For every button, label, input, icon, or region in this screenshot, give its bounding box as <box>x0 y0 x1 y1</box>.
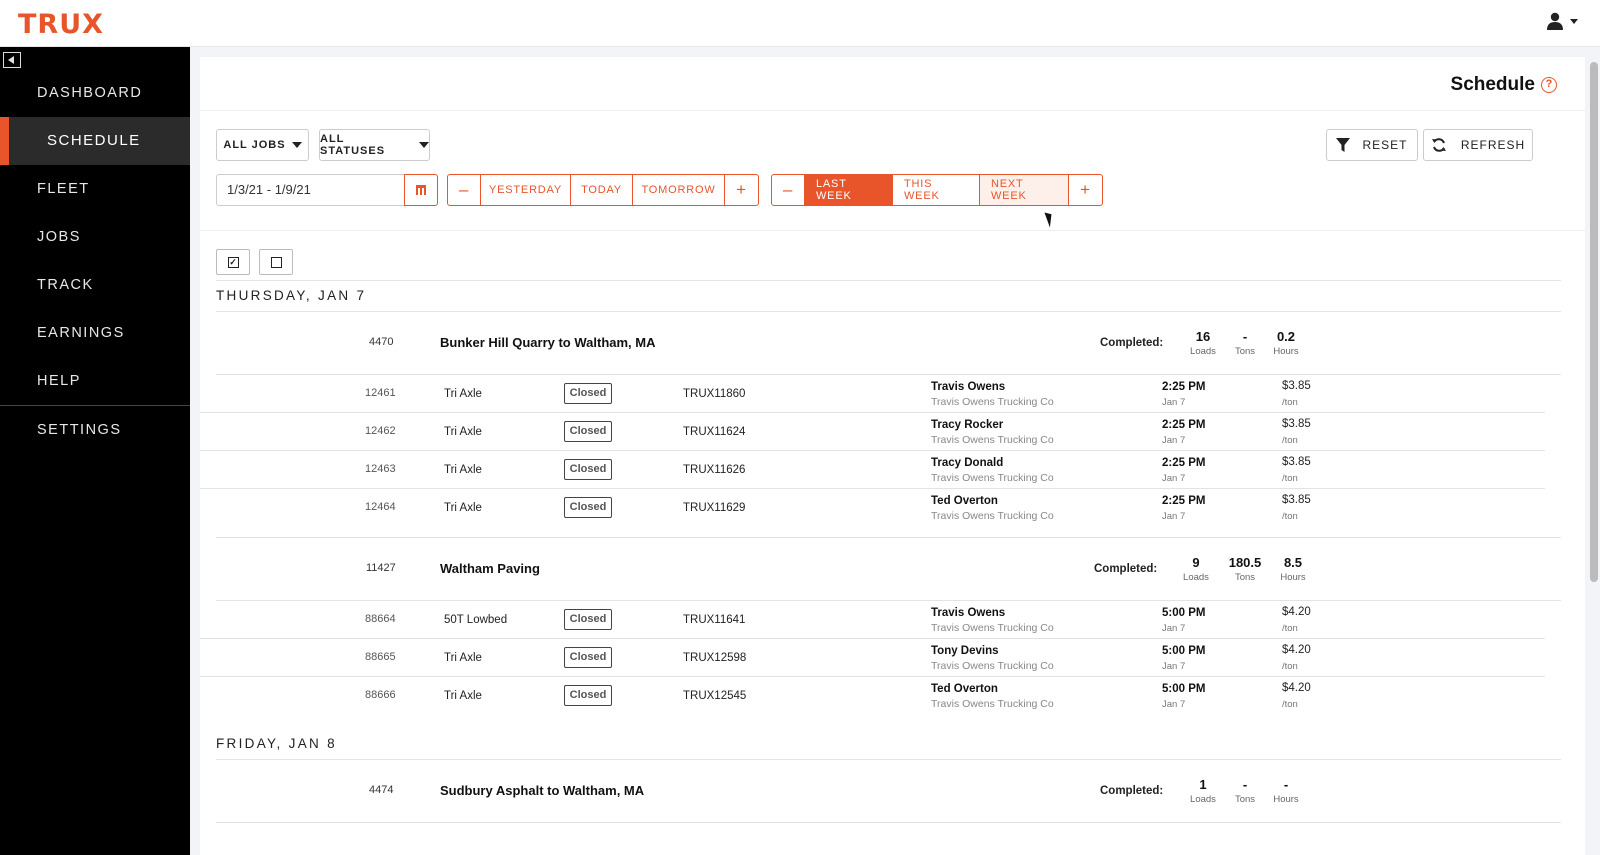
all-statuses-label: ALL STATUSES <box>320 133 386 157</box>
checked-box-icon: ✓ <box>227 256 239 268</box>
next-week-plus-button[interactable]: + <box>1080 180 1091 199</box>
sidebar-item-earnings[interactable]: EARNINGS <box>37 325 125 341</box>
page-title-text: Schedule <box>1450 74 1535 95</box>
calendar-icon <box>416 185 426 195</box>
user-icon <box>1547 12 1563 30</box>
top-bar: TRUX <box>0 0 1600 47</box>
scrollbar-thumb[interactable] <box>1590 62 1598 582</box>
trux-logo[interactable]: TRUX <box>18 9 104 40</box>
next-day-button[interactable]: + <box>736 180 747 199</box>
sidebar: DASHBOARD SCHEDULE FLEET JOBS TRACK EARN… <box>0 47 190 855</box>
user-menu[interactable] <box>1546 12 1578 30</box>
chevron-down-icon <box>291 142 302 148</box>
sidebar-divider <box>0 405 190 406</box>
last-week-button[interactable]: LAST WEEK <box>805 175 893 205</box>
day-navigation: – YESTERDAY TODAY TOMORROW + <box>447 174 759 206</box>
filter-divider <box>200 230 1585 231</box>
refresh-label: REFRESH <box>1460 138 1526 152</box>
next-week-button[interactable]: NEXT WEEK <box>980 175 1069 205</box>
calendar-button[interactable] <box>404 174 438 206</box>
date-range-input[interactable]: 1/3/21 - 1/9/21 <box>216 174 408 206</box>
sidebar-item-schedule[interactable]: SCHEDULE <box>0 117 190 165</box>
today-button[interactable]: TODAY <box>571 175 633 205</box>
all-jobs-label: ALL JOBS <box>223 139 286 151</box>
sidebar-nav: DASHBOARD SCHEDULE FLEET JOBS TRACK EARN… <box>0 69 190 454</box>
sidebar-item-fleet[interactable]: FLEET <box>37 181 90 197</box>
sidebar-item-settings[interactable]: SETTINGS <box>37 422 122 438</box>
all-statuses-dropdown[interactable]: ALL STATUSES <box>319 129 430 161</box>
deselect-all-checkbox[interactable] <box>259 249 293 275</box>
page-title: Schedule ? <box>1451 74 1557 96</box>
reset-button[interactable]: RESET <box>1326 129 1418 161</box>
select-all-checkbox[interactable]: ✓ <box>216 249 250 275</box>
help-icon[interactable]: ? <box>1541 77 1557 93</box>
tomorrow-button[interactable]: TOMORROW <box>633 175 725 205</box>
chevron-down-icon <box>419 142 429 148</box>
empty-box-icon <box>270 256 282 268</box>
this-week-button[interactable]: THIS WEEK <box>893 175 980 205</box>
filter-icon <box>1336 138 1351 152</box>
all-jobs-dropdown[interactable]: ALL JOBS <box>216 129 309 161</box>
reset-label: RESET <box>1362 138 1408 152</box>
previous-week-button[interactable]: – <box>772 175 805 205</box>
sidebar-item-jobs[interactable]: JOBS <box>37 229 81 245</box>
chevron-down-icon <box>1570 18 1578 24</box>
sidebar-item-dashboard[interactable]: DASHBOARD <box>37 85 143 101</box>
collapse-sidebar-icon[interactable] <box>3 52 21 68</box>
yesterday-button[interactable]: YESTERDAY <box>481 175 571 205</box>
schedule-card: Schedule ? ALL JOBS ALL STATUSES RESET R… <box>200 57 1585 855</box>
sidebar-item-help[interactable]: HELP <box>37 373 81 389</box>
refresh-icon <box>1431 138 1446 152</box>
previous-day-button[interactable]: – <box>448 175 481 205</box>
sidebar-item-track[interactable]: TRACK <box>37 277 94 293</box>
refresh-button[interactable]: REFRESH <box>1423 129 1533 161</box>
week-navigation: – LAST WEEK THIS WEEK NEXT WEEK + <box>771 174 1103 206</box>
card-header: Schedule ? <box>200 57 1585 111</box>
